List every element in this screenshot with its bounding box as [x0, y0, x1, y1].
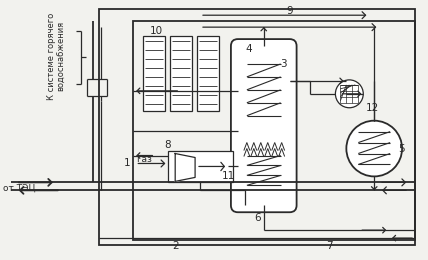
Text: 12: 12 [366, 103, 380, 113]
Text: 5: 5 [398, 144, 405, 154]
Text: 4: 4 [245, 44, 252, 54]
Polygon shape [175, 153, 195, 181]
FancyBboxPatch shape [231, 39, 297, 212]
Text: 6: 6 [254, 213, 260, 223]
Text: 8: 8 [164, 140, 171, 149]
Text: К системе горячего
водоснабжения: К системе горячего водоснабжения [47, 12, 66, 100]
Bar [134, 21, 415, 240]
Text: 3: 3 [279, 59, 286, 69]
Bar [143, 36, 165, 111]
Text: 2: 2 [172, 241, 178, 251]
Circle shape [346, 121, 402, 177]
Bar [170, 36, 192, 111]
Text: 7: 7 [326, 241, 333, 251]
Circle shape [336, 80, 363, 108]
Bar [168, 151, 233, 182]
Text: 11: 11 [222, 171, 235, 181]
Bar [197, 36, 219, 111]
Bar [98, 9, 415, 245]
Text: Газ: Газ [137, 155, 152, 164]
Text: 1: 1 [124, 159, 131, 168]
Text: 9: 9 [286, 6, 293, 16]
Text: от ТЭЦ: от ТЭЦ [3, 183, 36, 192]
Text: 10: 10 [149, 26, 163, 36]
